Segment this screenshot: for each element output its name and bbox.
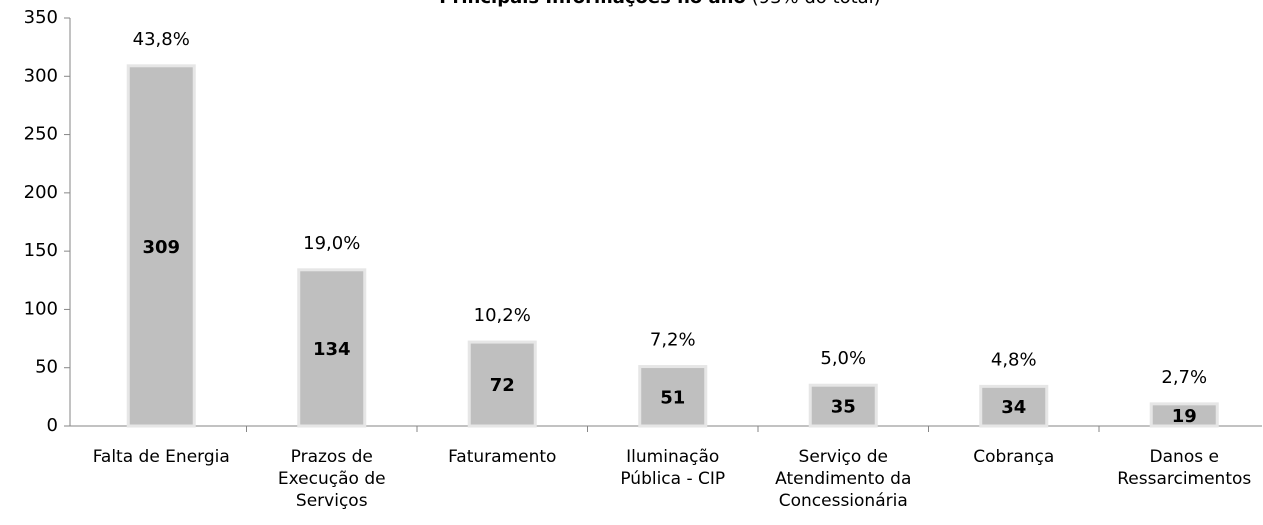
percentage-label: 5,0% [820,348,866,369]
bar [467,340,537,428]
bar [126,64,196,428]
percentage-label: 43,8% [133,29,190,50]
value-label: 309 [142,237,180,258]
percentage-label: 7,2% [650,330,696,351]
x-tick-label: Serviço de Atendimento da Concessionária [775,447,912,511]
value-label: 51 [660,387,685,408]
x-tick-label: Cobrança [973,447,1055,467]
y-tick-label: 0 [47,415,58,436]
y-tick-label: 250 [24,124,58,145]
y-tick-label: 350 [24,7,58,28]
percentage-label: 10,2% [474,305,531,326]
title-note: (93% do total) [752,0,881,8]
value-label: 72 [490,375,515,396]
bar [979,384,1049,428]
percentage-label: 19,0% [303,233,360,254]
x-tick-label: Prazos de Execução de Serviços [277,447,386,511]
x-tick-label: Falta de Energia [92,447,230,467]
x-tick-label: Faturamento [448,447,557,467]
y-tick-label: 300 [24,65,58,86]
bar [297,268,367,428]
title-main: Principais Informações no ano [439,0,746,8]
y-tick-label: 200 [24,182,58,203]
percentage-label: 4,8% [991,349,1037,370]
x-tick-label: Danos e Ressarcimentos [1117,447,1252,489]
bar [638,365,708,428]
bar [808,383,878,428]
value-label: 19 [1172,406,1197,427]
x-tick-label: Iluminação Pública - CIP [620,447,726,489]
percentage-label: 2,7% [1161,367,1207,388]
chart-title: Principais Informações no ano (93% do to… [439,0,880,8]
y-tick-label: 100 [24,298,58,319]
value-label: 34 [1001,397,1026,418]
value-label: 35 [831,397,856,418]
value-label: 134 [313,339,351,360]
y-tick-label: 150 [24,240,58,261]
y-tick-label: 50 [35,357,58,378]
bar [1149,402,1219,428]
